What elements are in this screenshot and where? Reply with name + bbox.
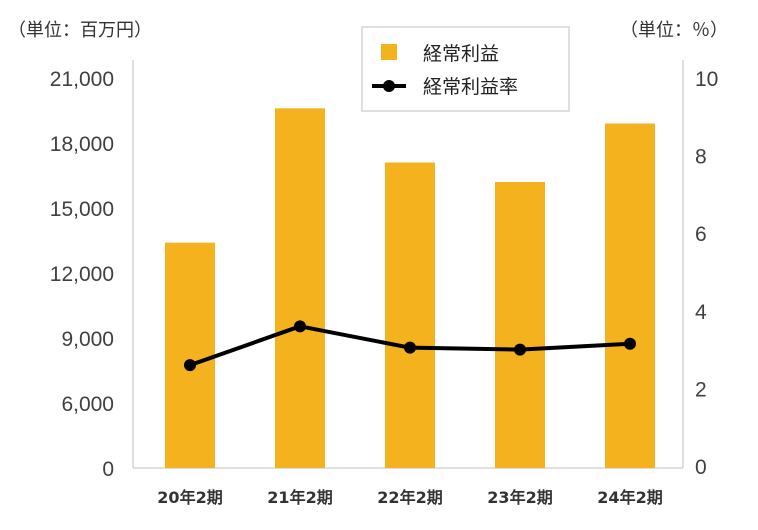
line-series <box>184 320 636 372</box>
legend-line-marker <box>383 80 395 92</box>
legend-bar-swatch <box>381 44 397 60</box>
legend-label-bar: 経常利益 <box>423 43 499 65</box>
x-tick-label: 23年2期 <box>487 488 552 507</box>
right-tick-label: 6 <box>695 223 707 246</box>
left-axis-unit-label: （単位：百万円） <box>8 20 152 41</box>
legend-box <box>361 26 570 112</box>
right-tick-label: 0 <box>695 456 707 479</box>
bar-series <box>165 108 655 468</box>
right-tick-label: 4 <box>695 301 707 324</box>
x-tick-label: 21年2期 <box>267 488 332 507</box>
bar-5 <box>605 123 655 468</box>
bar-4 <box>495 182 545 468</box>
ratio-point-4 <box>514 343 526 356</box>
x-axis-ticks: 20年2期 21年2期 22年2期 23年2期 24年2期 <box>157 488 662 507</box>
x-tick-label: 24年2期 <box>597 488 662 507</box>
ratio-point-2 <box>294 320 306 333</box>
legend-label-line: 経常利益率 <box>423 76 518 98</box>
ratio-point-1 <box>184 359 196 372</box>
left-tick-label: 0 <box>102 458 114 481</box>
right-tick-label: 10 <box>695 68 718 91</box>
left-axis-ticks: 0 6,000 9,000 12,000 15,000 18,000 21,000 <box>50 68 114 481</box>
left-tick-label: 18,000 <box>50 133 114 156</box>
x-tick-label: 22年2期 <box>377 488 442 507</box>
bar-1 <box>165 242 215 468</box>
right-tick-label: 8 <box>695 146 707 169</box>
right-axis-unit-label: （単位：％） <box>620 20 728 41</box>
left-tick-label: 12,000 <box>50 263 114 286</box>
right-tick-label: 2 <box>695 378 707 401</box>
bar-2 <box>275 108 325 468</box>
left-tick-label: 15,000 <box>50 198 114 221</box>
right-axis-ticks: 0 2 4 6 8 10 <box>695 68 718 479</box>
ratio-point-3 <box>404 341 416 354</box>
x-tick-label: 20年2期 <box>157 488 222 507</box>
bar-3 <box>385 162 435 468</box>
ratio-point-5 <box>624 337 636 350</box>
left-tick-label: 9,000 <box>61 328 114 351</box>
left-tick-label: 6,000 <box>61 393 114 416</box>
left-tick-label: 21,000 <box>50 68 114 91</box>
